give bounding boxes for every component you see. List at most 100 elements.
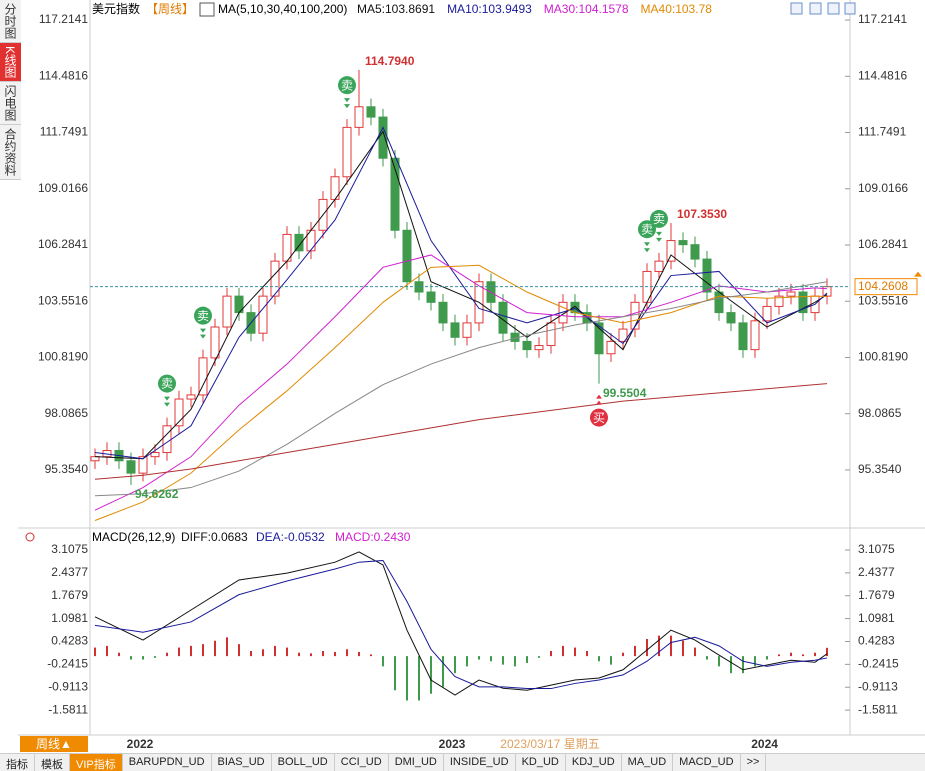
candle-body: [522, 340, 532, 351]
y-tick-label: 100.8190: [858, 350, 908, 364]
y-tick-label: -1.5811: [48, 702, 88, 716]
signal[interactable]: [650, 209, 668, 228]
candle-body: [174, 398, 184, 427]
cursor-date: 2023/03/17 星期五: [500, 737, 599, 751]
candle-body: [678, 240, 688, 246]
macd-label: MACD:0.2430: [335, 530, 411, 544]
candle-body: [426, 291, 436, 303]
y-tick-label: -0.2415: [858, 657, 899, 671]
indicator-tab[interactable]: MA_UD: [622, 754, 674, 771]
signal[interactable]: [638, 220, 656, 239]
period: 【周线】: [146, 2, 194, 16]
candle-body: [618, 328, 628, 342]
dea-label: DEA:-0.0532: [256, 530, 325, 544]
extreme-label: 94.6262: [135, 487, 179, 501]
indicator-tab[interactable]: KDJ_UD: [566, 754, 622, 771]
y-tick-label: 1.7679: [51, 588, 88, 602]
y-tick-label: 0.4283: [51, 634, 88, 648]
y-tick-label: 98.0865: [45, 406, 89, 420]
price-arrow: [914, 271, 922, 277]
signal[interactable]: [158, 374, 176, 393]
candle-body: [258, 295, 268, 334]
indicator-tab[interactable]: BOLL_UD: [272, 754, 335, 771]
indicator-tab[interactable]: CCI_UD: [335, 754, 389, 771]
candle-body: [762, 305, 772, 322]
x-tick-label: 2023: [439, 737, 466, 751]
y-tick-label: -1.5811: [858, 702, 898, 716]
candle-body: [126, 460, 136, 474]
y-tick-label: 111.7491: [40, 125, 89, 139]
candle-body: [738, 322, 748, 351]
signal[interactable]: [194, 306, 212, 325]
y-tick-label: -0.9113: [48, 679, 88, 693]
legend-entry: MA5:103.8691: [357, 2, 435, 16]
y-tick-label: 117.2141: [39, 12, 88, 26]
chart: 美元指数 【周线】 MA(5,10,30,40,100,200) MACD(26…: [18, 0, 925, 752]
y-tick-label: 100.8190: [38, 350, 88, 364]
candle-body: [690, 244, 700, 260]
candle-body: [786, 291, 796, 297]
side-tab[interactable]: 合约资料: [0, 125, 21, 181]
indicator-tab[interactable]: >>: [741, 754, 767, 771]
y-tick-label: 111.7491: [858, 125, 907, 139]
line-series: [94, 383, 828, 480]
candle-body: [594, 322, 604, 355]
indicator-tab[interactable]: BIAS_UD: [212, 754, 272, 771]
candle-body: [750, 320, 760, 351]
y-tick-label: 95.3540: [858, 462, 902, 476]
candle-body: [666, 240, 676, 262]
line-series: [94, 281, 828, 497]
y-tick-label: 106.2841: [38, 237, 88, 251]
tab-bar: 指标 模板 VIP指标 BARUPDN_UD BIAS_UD BOLL_UD CCI_UD D…: [0, 753, 925, 771]
side-tab[interactable]: 闪电图: [0, 82, 21, 126]
y-tick-label: 3.1075: [858, 542, 895, 556]
candle-body: [150, 452, 160, 458]
signal-label: 卖: [161, 377, 173, 391]
side-tab[interactable]: K线图: [0, 43, 21, 83]
y-tick-label: 1.0981: [51, 611, 88, 625]
extreme-label: 107.3530: [677, 207, 727, 221]
indicator-tab[interactable]: VIP指标: [70, 754, 123, 771]
y-tick-label: 2.4377: [51, 565, 88, 579]
signal-arrow: [344, 98, 350, 109]
indicator-tab[interactable]: INSIDE_UD: [444, 754, 516, 771]
signal-label: 卖: [197, 309, 209, 323]
signal[interactable]: [590, 408, 608, 427]
candle-body: [222, 295, 232, 328]
indicator-tab[interactable]: KD_UD: [516, 754, 566, 771]
y-tick-label: 109.0166: [858, 181, 908, 195]
period-button[interactable]: 周线▲: [36, 737, 72, 751]
x-tick-label: 2024: [751, 737, 778, 751]
indicator-tab[interactable]: MACD_UD: [673, 754, 741, 771]
candle-body: [654, 260, 664, 272]
y-tick-label: -0.2415: [47, 657, 88, 671]
candle-body: [774, 295, 784, 307]
y-tick-label: 109.0166: [38, 181, 88, 195]
signal[interactable]: [338, 76, 356, 95]
side-tab[interactable]: 分时图: [0, 0, 21, 43]
indicator-tab[interactable]: DMI_UD: [389, 754, 444, 771]
candle-body: [450, 322, 460, 338]
indicator-tab[interactable]: BARUPDN_UD: [123, 754, 212, 771]
line-series: [94, 551, 828, 696]
line-series: [94, 559, 828, 690]
signal-arrow: [656, 231, 662, 242]
y-tick-label: 1.0981: [858, 611, 895, 625]
candle-body: [390, 157, 400, 231]
signal-arrow: [164, 396, 170, 407]
y-tick-label: 106.2841: [858, 237, 908, 251]
candle-body: [546, 322, 556, 347]
indicator: MA(5,10,30,40,100,200): [218, 2, 347, 16]
indicator-tab[interactable]: 模板: [35, 754, 70, 771]
y-tick-label: 3.1075: [51, 542, 88, 556]
price-label: 104.2608: [858, 279, 908, 293]
candle-body: [354, 106, 364, 128]
extreme-label: 114.7940: [365, 54, 415, 68]
indicator-tab[interactable]: 指标: [0, 754, 35, 771]
candle-body: [162, 425, 172, 454]
legend-entry: MA10:103.9493: [447, 2, 532, 16]
diff-label: DIFF:0.0683: [181, 530, 248, 544]
candle-body: [714, 291, 724, 314]
sidebar: 分时图 K线图 闪电图 合约资料: [0, 0, 21, 181]
